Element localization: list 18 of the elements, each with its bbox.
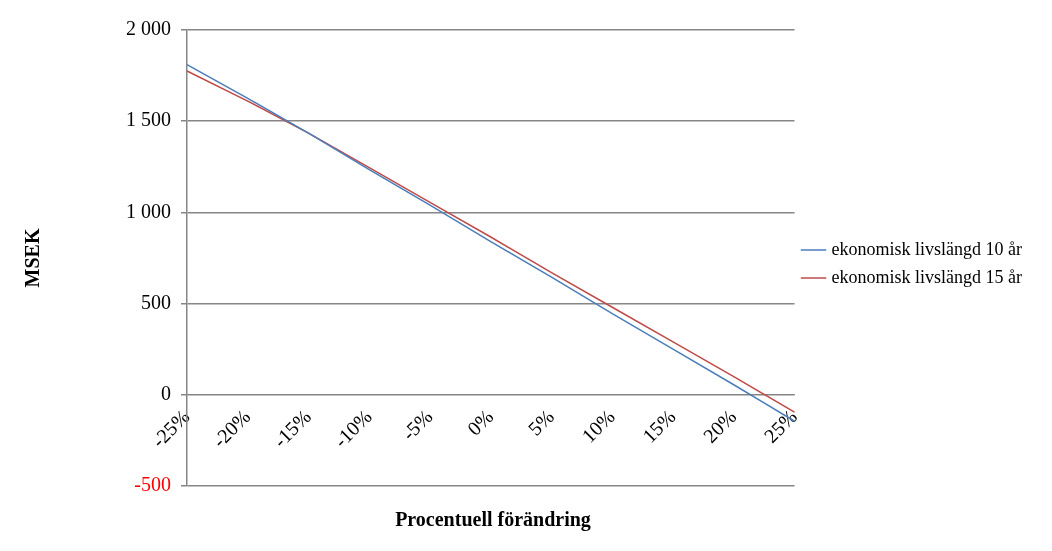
legend-label: ekonomisk livslängd 10 år [831, 238, 1023, 259]
x-tick-label: 5% [523, 405, 559, 440]
x-tick-label: -10% [329, 405, 376, 452]
x-tick-label: 0% [462, 405, 498, 440]
y-tick-label: 1 500 [126, 108, 171, 131]
x-axis-title: Procentuell förändring [394, 508, 592, 531]
y-tick-label: 0 [161, 382, 171, 405]
y-tick-label: -500 [134, 473, 171, 496]
y-tick-label: 500 [141, 290, 171, 313]
y-tick-label: 2 000 [126, 17, 171, 40]
x-tick-label: 25% [759, 405, 802, 447]
y-axis-title: MSEK [21, 228, 44, 288]
x-tick-label: -5% [397, 405, 437, 445]
x-tick-label: 20% [698, 405, 741, 447]
x-tick-label: 10% [577, 405, 619, 447]
legend-label: ekonomisk livslängd 15 år [831, 266, 1023, 287]
x-tick-label: 15% [638, 405, 680, 447]
y-tick-label: 1 000 [126, 199, 171, 222]
